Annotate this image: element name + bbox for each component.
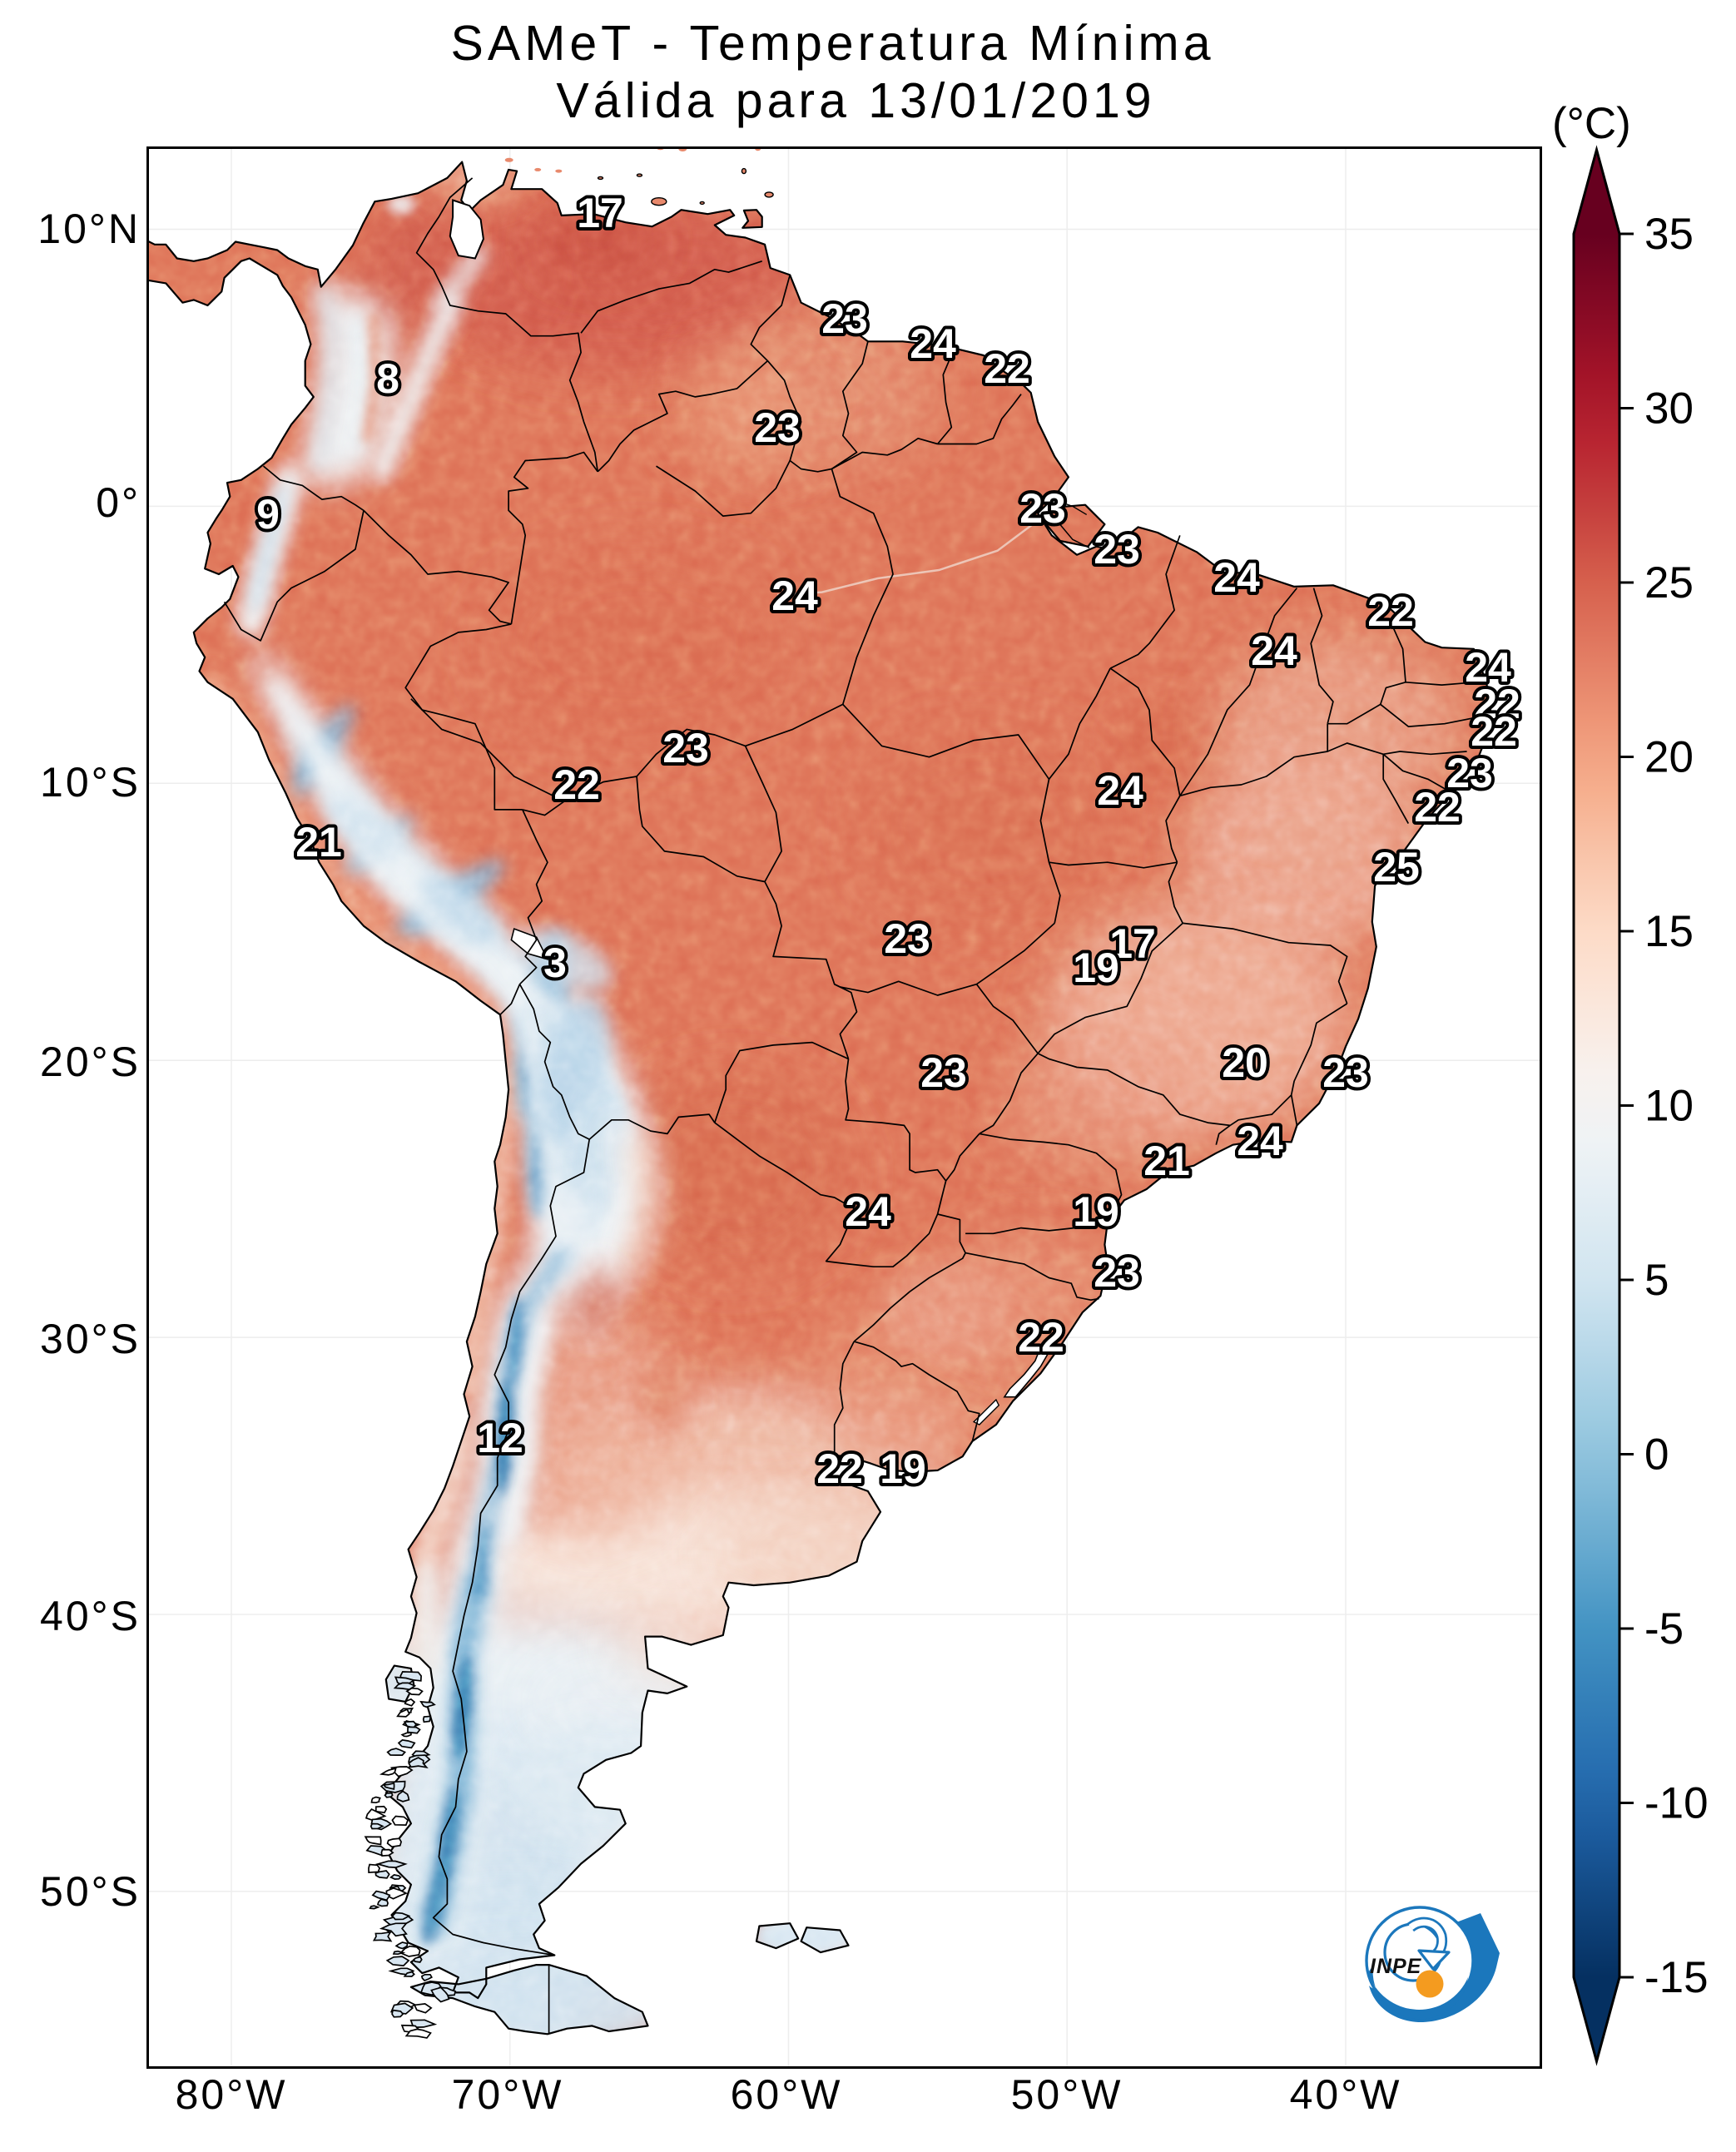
svg-text:23: 23 [754,404,801,451]
svg-text:22: 22 [816,1445,863,1492]
svg-text:24: 24 [1097,767,1143,814]
svg-text:30: 30 [1644,384,1694,434]
svg-text:23: 23 [1446,750,1493,796]
svg-text:20: 20 [1644,733,1694,782]
svg-text:0: 0 [1644,1431,1669,1480]
svg-text:22: 22 [984,345,1030,392]
svg-text:20: 20 [1222,1039,1268,1086]
svg-text:19: 19 [880,1445,926,1492]
svg-text:22: 22 [1367,588,1414,635]
svg-text:3: 3 [543,940,567,986]
svg-text:24: 24 [1237,1118,1283,1164]
svg-text:23: 23 [662,725,709,771]
svg-text:22: 22 [1018,1314,1064,1361]
svg-text:9: 9 [256,491,280,538]
svg-text:23: 23 [1019,485,1066,532]
svg-text:24: 24 [1213,554,1260,601]
svg-text:23: 23 [821,295,868,342]
svg-text:17: 17 [577,190,623,236]
svg-text:22: 22 [553,761,600,808]
svg-text:23: 23 [884,915,930,962]
svg-text:INPE: INPE [1370,1955,1422,1978]
svg-text:25: 25 [1373,844,1420,890]
svg-text:19: 19 [1073,1188,1119,1235]
svg-text:17: 17 [1109,920,1156,967]
svg-text:23: 23 [1094,526,1140,573]
svg-text:21: 21 [295,819,342,865]
svg-text:22: 22 [1471,708,1517,755]
svg-text:22: 22 [1474,681,1520,727]
svg-text:24: 24 [845,1188,891,1235]
svg-text:24: 24 [1251,627,1297,674]
svg-text:24: 24 [771,573,818,619]
svg-text:19: 19 [1073,945,1119,991]
svg-text:12: 12 [477,1415,523,1461]
svg-text:21: 21 [1143,1138,1190,1184]
svg-text:24: 24 [910,320,956,367]
svg-text:-15: -15 [1644,1953,1709,2002]
svg-text:23: 23 [1094,1249,1140,1296]
svg-text:15: 15 [1644,907,1694,956]
svg-text:10: 10 [1644,1082,1694,1131]
svg-text:35: 35 [1644,210,1694,259]
svg-text:-10: -10 [1644,1779,1709,1828]
svg-text:22: 22 [1414,784,1461,831]
svg-text:8: 8 [376,355,399,402]
svg-text:25: 25 [1644,558,1694,607]
svg-text:23: 23 [1322,1049,1369,1096]
svg-text:(°C): (°C) [1552,99,1631,148]
svg-text:5: 5 [1644,1256,1669,1305]
svg-text:24: 24 [1465,644,1511,691]
svg-text:-5: -5 [1644,1604,1684,1654]
svg-text:23: 23 [920,1049,967,1096]
